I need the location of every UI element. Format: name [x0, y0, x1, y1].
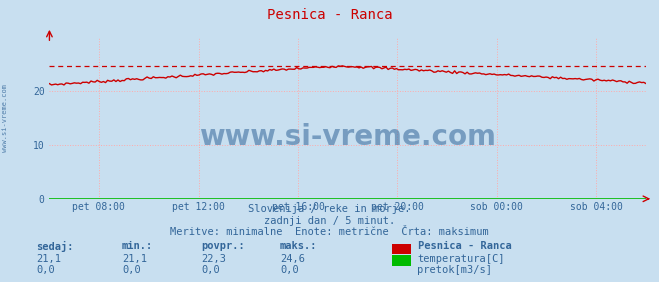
Text: Pesnica - Ranca: Pesnica - Ranca: [418, 241, 512, 251]
Text: maks.:: maks.:: [280, 241, 318, 251]
Text: pretok[m3/s]: pretok[m3/s]: [417, 265, 492, 275]
Text: Pesnica - Ranca: Pesnica - Ranca: [267, 8, 392, 23]
Text: 0,0: 0,0: [36, 265, 55, 275]
Text: temperatura[C]: temperatura[C]: [417, 254, 505, 264]
Text: 21,1: 21,1: [122, 254, 147, 264]
Text: min.:: min.:: [122, 241, 153, 251]
Text: sedaj:: sedaj:: [36, 241, 74, 252]
Text: www.si-vreme.com: www.si-vreme.com: [199, 123, 496, 151]
Text: 22,3: 22,3: [201, 254, 226, 264]
Text: povpr.:: povpr.:: [201, 241, 244, 251]
Text: Meritve: minimalne  Enote: metrične  Črta: maksimum: Meritve: minimalne Enote: metrične Črta:…: [170, 227, 489, 237]
Text: 0,0: 0,0: [201, 265, 219, 275]
Text: Slovenija / reke in morje.: Slovenija / reke in morje.: [248, 204, 411, 214]
Text: 24,6: 24,6: [280, 254, 305, 264]
Text: 21,1: 21,1: [36, 254, 61, 264]
Text: www.si-vreme.com: www.si-vreme.com: [2, 84, 9, 153]
Text: 0,0: 0,0: [280, 265, 299, 275]
Text: zadnji dan / 5 minut.: zadnji dan / 5 minut.: [264, 216, 395, 226]
Text: 0,0: 0,0: [122, 265, 140, 275]
